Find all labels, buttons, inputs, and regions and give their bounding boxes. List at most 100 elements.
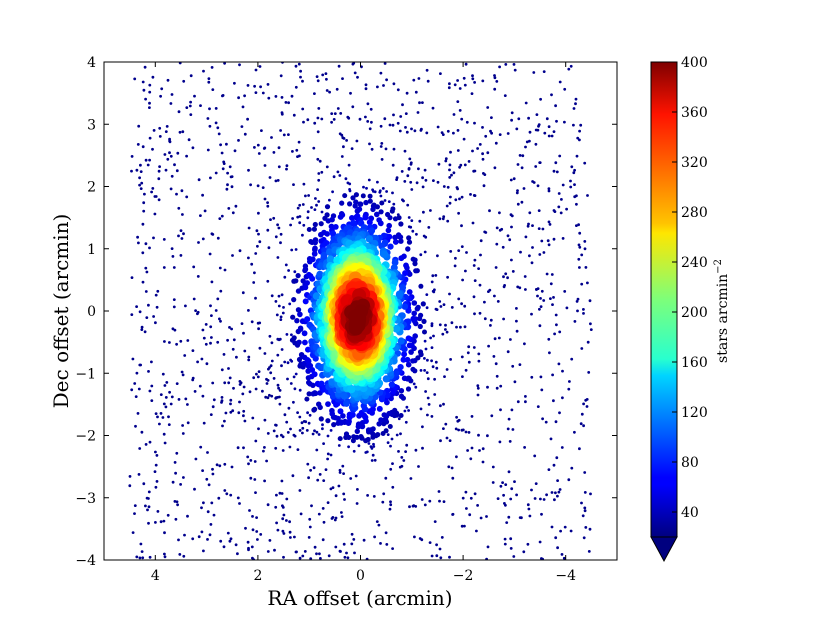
star-point — [425, 293, 429, 296]
star-point — [489, 318, 493, 322]
star-point — [448, 201, 452, 205]
star-point — [496, 300, 500, 303]
star-point — [162, 519, 166, 523]
star-point — [179, 254, 183, 257]
star-point — [294, 85, 298, 89]
star-point — [277, 386, 280, 390]
x-tick-label: 2 — [253, 568, 262, 584]
star-point — [202, 336, 206, 340]
star-point — [481, 447, 485, 451]
star-point — [189, 100, 193, 104]
star-point — [362, 414, 369, 421]
star-point — [338, 419, 345, 426]
star-point — [494, 362, 498, 366]
star-point — [191, 146, 195, 150]
star-point — [163, 531, 166, 535]
star-point — [266, 379, 270, 382]
star-point — [582, 424, 585, 428]
star-point — [380, 142, 384, 145]
star-point — [281, 311, 285, 315]
star-point — [578, 129, 581, 133]
star-point — [322, 442, 325, 445]
star-point — [350, 532, 354, 536]
star-point — [277, 304, 281, 308]
star-point — [512, 555, 516, 558]
star-point — [220, 151, 224, 155]
star-point — [543, 131, 547, 135]
star-point — [534, 128, 538, 132]
star-point — [367, 442, 371, 445]
star-point — [227, 381, 231, 385]
star-point — [230, 175, 234, 179]
star-point — [501, 481, 504, 484]
star-point — [385, 190, 388, 193]
star-point — [254, 91, 258, 94]
star-point — [365, 235, 374, 243]
star-point — [293, 278, 299, 284]
star-point — [166, 157, 170, 161]
star-point — [547, 468, 551, 471]
star-point — [312, 292, 321, 300]
star-point — [504, 63, 508, 66]
star-point — [412, 78, 416, 82]
star-point — [374, 211, 380, 218]
star-point — [312, 245, 318, 252]
star-point — [417, 315, 423, 322]
star-point — [142, 201, 146, 205]
star-point — [467, 431, 471, 434]
star-point — [285, 420, 289, 424]
star-point — [130, 155, 134, 158]
star-point — [270, 136, 273, 139]
star-point — [191, 378, 195, 382]
star-point — [172, 305, 176, 309]
star-point — [351, 318, 366, 333]
star-point — [334, 545, 338, 549]
star-point — [298, 154, 301, 158]
star-point — [439, 556, 443, 560]
star-point — [270, 394, 274, 398]
star-point — [563, 87, 567, 91]
star-point — [148, 246, 151, 250]
star-point — [365, 557, 369, 560]
star-point — [433, 393, 437, 396]
star-point — [569, 179, 572, 183]
star-point — [229, 402, 232, 406]
star-point — [511, 428, 515, 431]
star-point — [405, 405, 409, 409]
star-point — [183, 354, 187, 357]
star-point — [397, 337, 405, 345]
star-point — [295, 550, 298, 554]
star-point — [148, 440, 152, 444]
star-point — [315, 203, 318, 207]
star-point — [573, 320, 577, 323]
star-point — [234, 204, 238, 208]
star-point — [516, 163, 520, 166]
star-point — [313, 429, 316, 433]
star-point — [313, 208, 317, 212]
star-point — [588, 527, 592, 531]
star-point — [350, 219, 357, 227]
star-point — [586, 281, 589, 285]
star-point — [589, 492, 592, 496]
star-point — [220, 214, 224, 218]
star-point — [353, 192, 359, 198]
star-point — [430, 324, 434, 328]
star-point — [539, 497, 542, 501]
colorbar-tick-label: 320 — [681, 155, 708, 171]
star-point — [224, 411, 228, 415]
star-point — [291, 297, 297, 303]
star-point — [350, 195, 356, 201]
star-point — [181, 424, 185, 427]
star-point — [499, 408, 502, 412]
star-point — [275, 313, 279, 317]
star-point — [298, 489, 302, 492]
star-point — [445, 368, 449, 371]
star-point — [548, 223, 552, 226]
star-point — [287, 133, 290, 137]
star-point — [342, 145, 345, 149]
y-tick-label: 2 — [87, 180, 96, 196]
star-point — [572, 107, 576, 110]
star-point — [306, 216, 310, 220]
star-point — [215, 463, 219, 467]
star-point — [238, 380, 242, 383]
